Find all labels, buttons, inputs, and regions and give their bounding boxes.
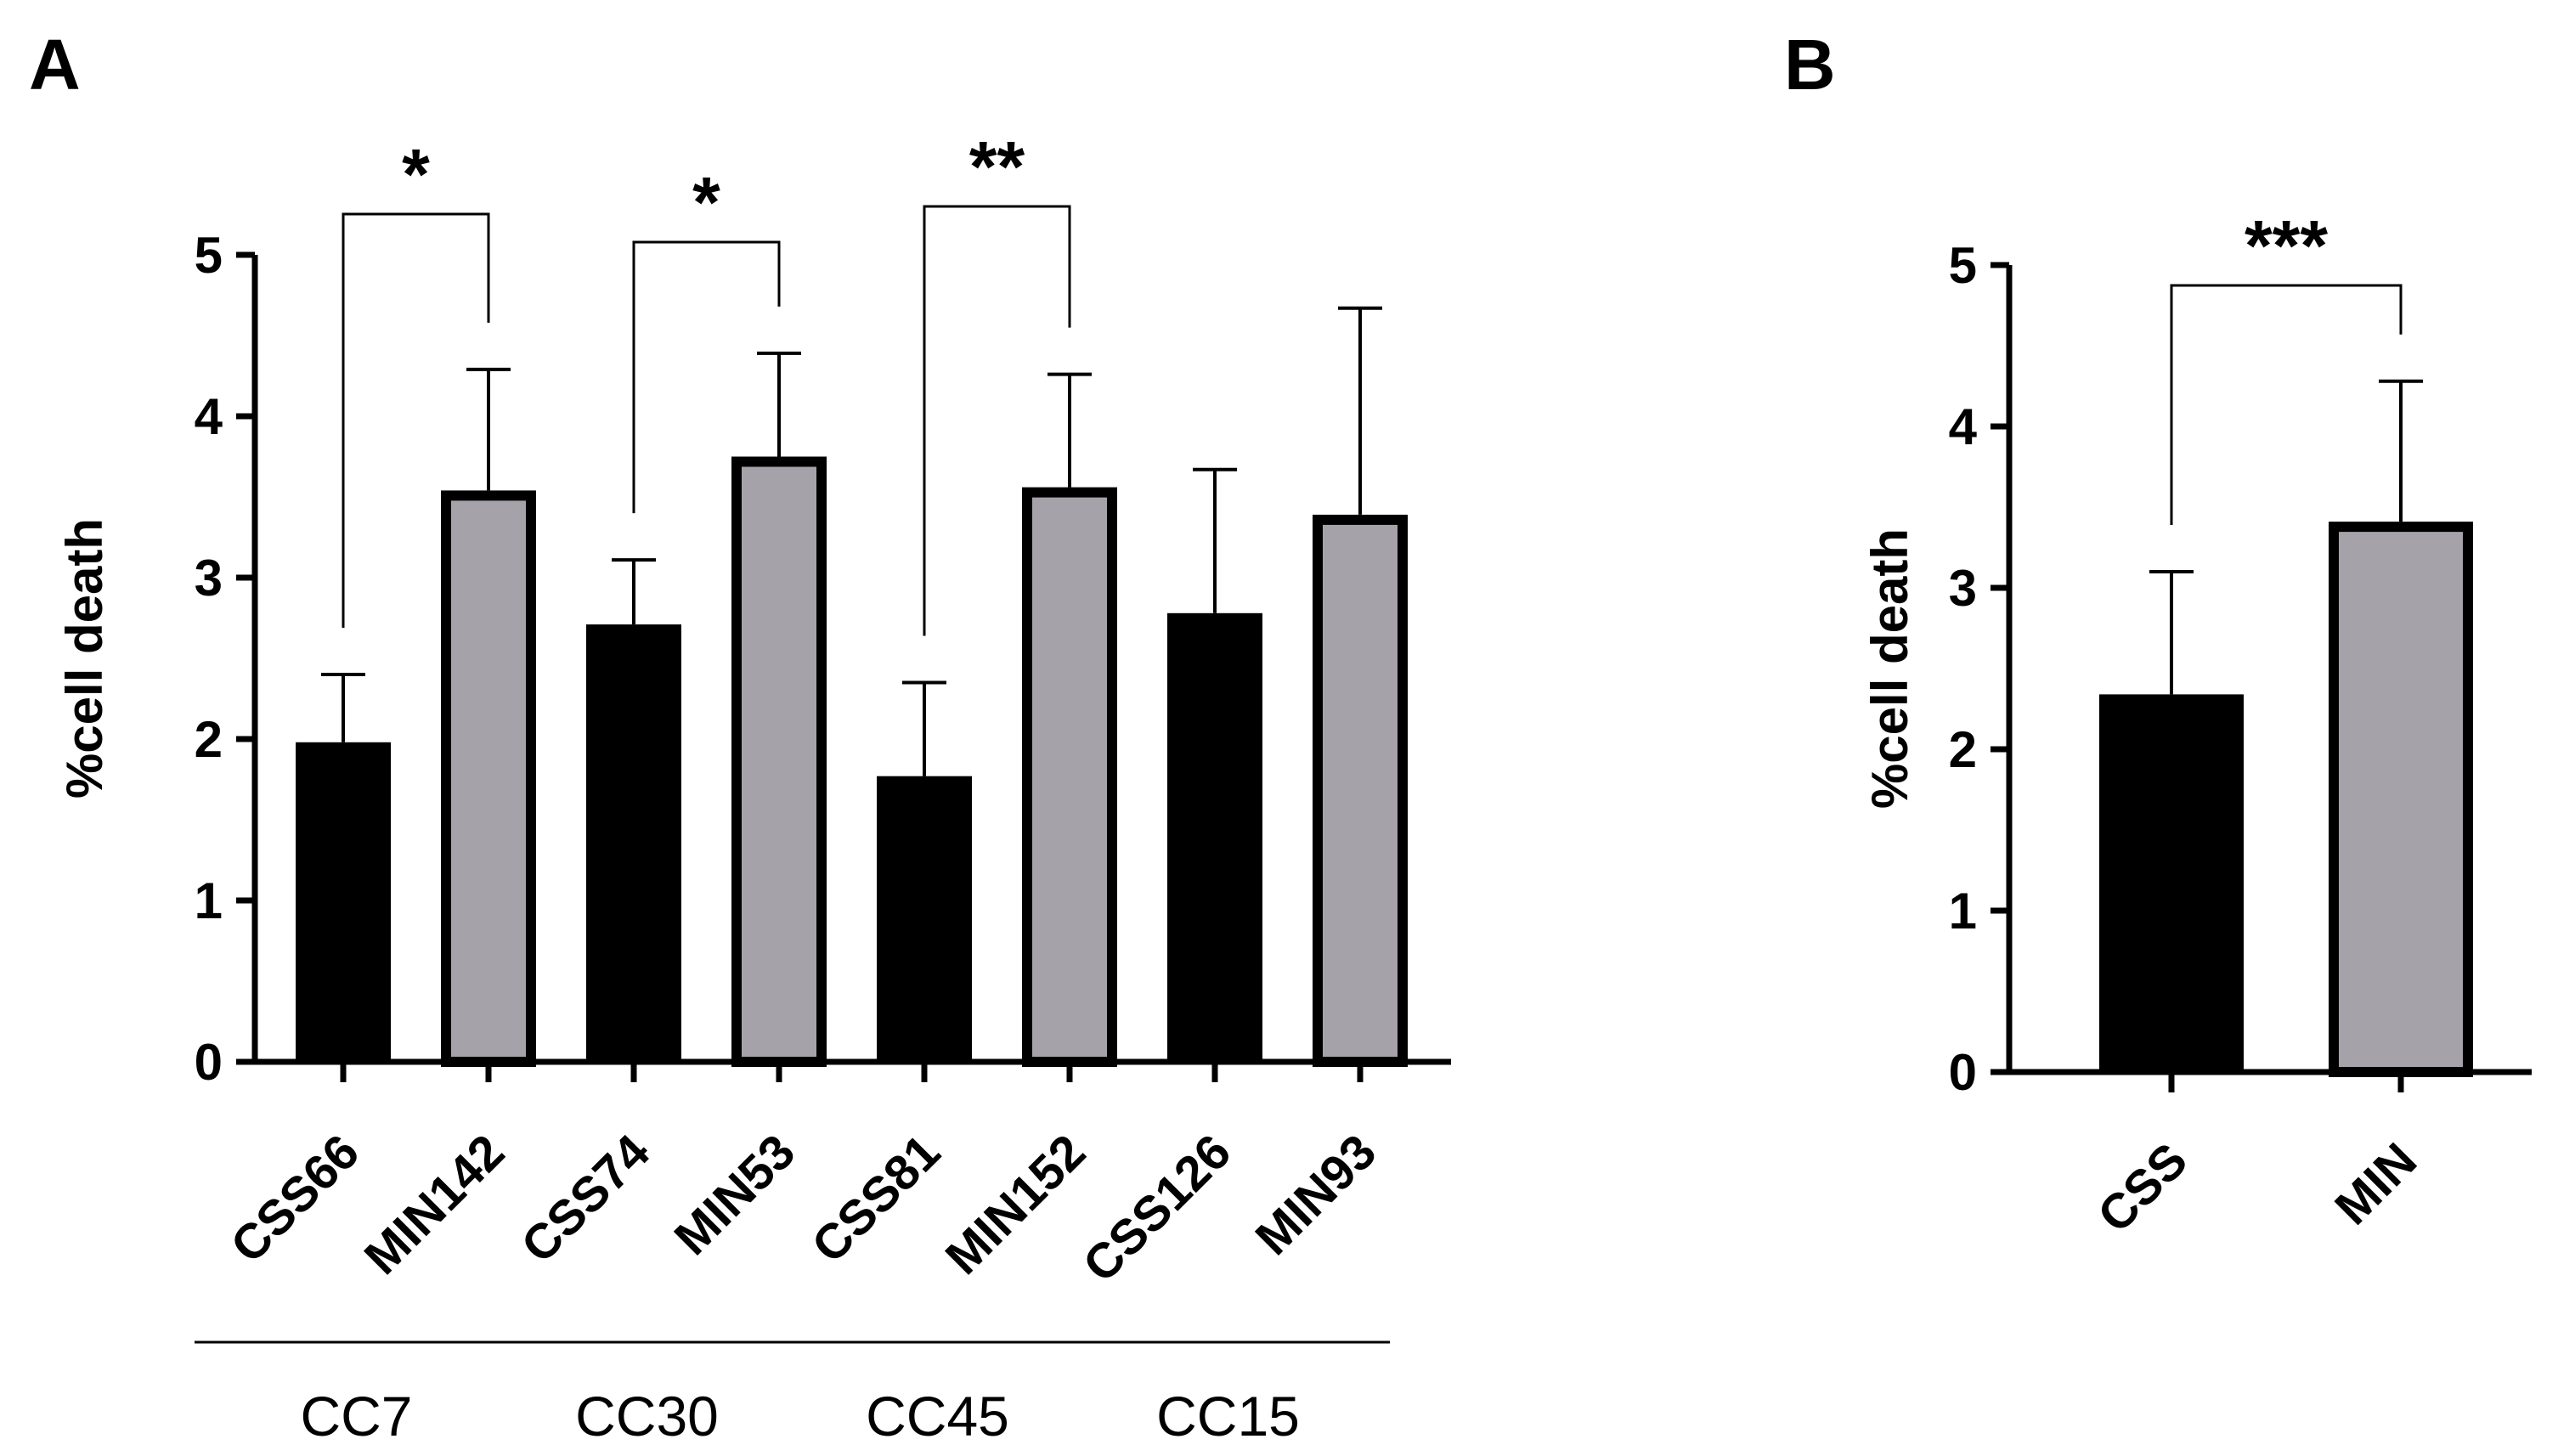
x-tick-label: CSS81 <box>801 1124 951 1273</box>
y-tick-label: 3 <box>1949 560 1977 617</box>
x-tick-label: MIN <box>2324 1132 2427 1235</box>
group-label: CC30 <box>575 1385 719 1448</box>
bar-css74 <box>586 624 681 1062</box>
y-tick-label: 3 <box>195 550 223 607</box>
y-axis-title: %cell death <box>1861 528 1918 809</box>
bar-min93 <box>1313 514 1408 1067</box>
significance-bracket <box>342 212 490 628</box>
y-tick-label: 4 <box>1949 398 1978 455</box>
y-tick-label: 4 <box>195 388 223 445</box>
x-tick-label: CSS <box>2087 1132 2198 1243</box>
significance-marker: *** <box>2245 206 2328 285</box>
significance-bracket <box>632 240 781 514</box>
significance-marker: * <box>692 162 720 242</box>
group-label: CC7 <box>300 1385 412 1448</box>
panel-b-label: B <box>1784 25 1836 104</box>
panel-b-chart: B %cell death 0 1 2 3 4 5 CSS MIN *** <box>1784 25 2532 1244</box>
x-tick-label: MIN142 <box>354 1124 516 1285</box>
x-tick-label: MIN53 <box>664 1124 805 1266</box>
bar-min53 <box>731 456 827 1067</box>
significance-marker: ** <box>969 127 1025 206</box>
y-tick-label: 2 <box>1949 721 1977 778</box>
bar-min142 <box>441 490 536 1067</box>
x-tick-label: CSS74 <box>511 1124 660 1273</box>
significance-bracket <box>2170 284 2403 525</box>
bar-css66 <box>296 742 391 1062</box>
significance-marker: * <box>402 134 430 214</box>
x-tick-label: MIN152 <box>935 1124 1097 1285</box>
bar-css <box>2099 694 2244 1072</box>
bar-css126 <box>1167 612 1262 1062</box>
y-tick-label: 1 <box>195 872 223 929</box>
group-label: CC15 <box>1156 1385 1300 1448</box>
y-tick-label: 5 <box>195 227 223 284</box>
group-label: CC45 <box>866 1385 1009 1448</box>
y-tick-label: 2 <box>195 711 223 768</box>
y-tick-label: 0 <box>195 1034 223 1091</box>
y-tick-label: 5 <box>1949 237 1977 294</box>
bar-min <box>2329 522 2473 1077</box>
panel-a-label: A <box>29 25 81 104</box>
x-tick-label: MIN93 <box>1245 1124 1386 1266</box>
x-tick-label: CSS126 <box>1072 1124 1241 1293</box>
y-tick-label: 1 <box>1949 883 1977 940</box>
bar-css81 <box>877 776 972 1062</box>
bar-min152 <box>1022 487 1117 1067</box>
y-axis-title: %cell death <box>56 518 113 799</box>
significance-bracket <box>923 205 1071 636</box>
y-tick-label: 0 <box>1949 1044 1977 1101</box>
x-tick-label: CSS66 <box>220 1124 370 1273</box>
